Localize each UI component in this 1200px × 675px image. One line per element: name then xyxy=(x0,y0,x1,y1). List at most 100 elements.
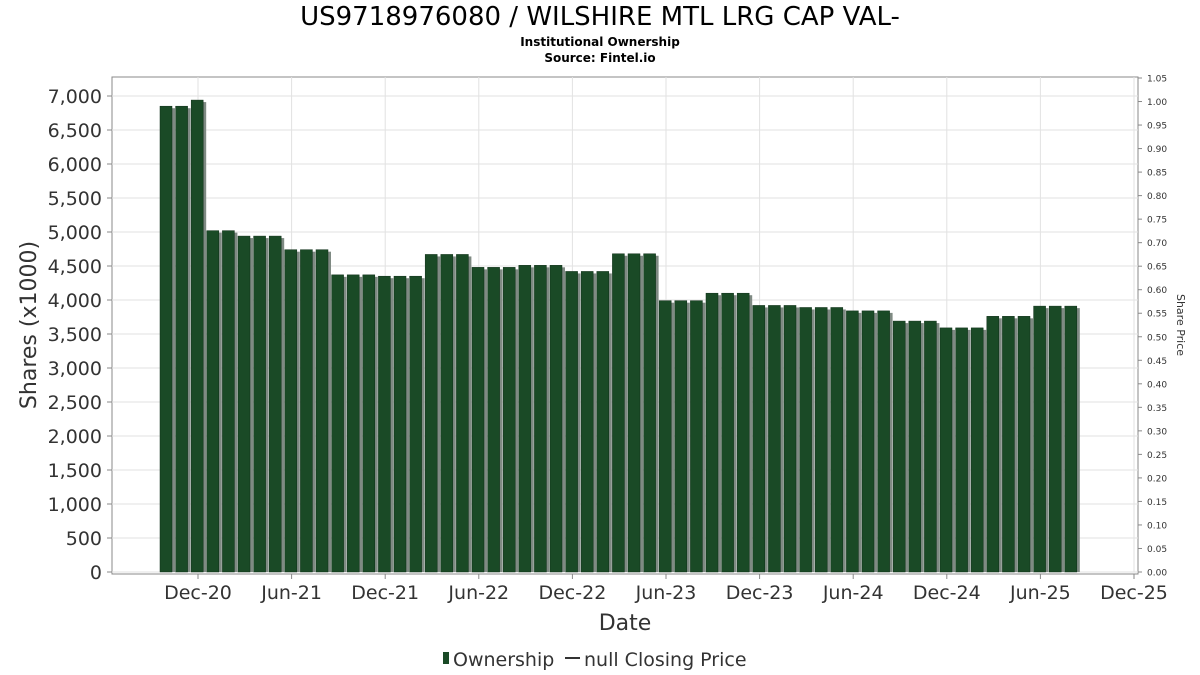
bar-fill xyxy=(799,307,812,573)
bar-fill xyxy=(877,310,890,573)
bar xyxy=(736,292,753,573)
y2-tick-label: 0.50 xyxy=(1147,333,1167,343)
y2-tick-label: 0.30 xyxy=(1147,427,1167,437)
bar xyxy=(721,292,737,573)
bar xyxy=(596,271,612,573)
y2-tick-label: 0.85 xyxy=(1147,169,1167,179)
legend-label-ownership: Ownership xyxy=(453,649,554,671)
bar xyxy=(159,105,175,573)
bar-fill xyxy=(674,300,688,573)
bar-fill xyxy=(861,310,875,573)
y-tick-label: 2,000 xyxy=(48,426,102,448)
bar xyxy=(877,310,893,573)
bar-fill xyxy=(736,292,750,573)
bar-fill xyxy=(643,253,656,573)
bar-fill xyxy=(362,274,376,573)
bar-fill xyxy=(830,307,844,573)
bar-fill xyxy=(331,274,344,573)
legend-swatch-ownership xyxy=(443,652,449,664)
bar-fill xyxy=(393,275,407,573)
bar-fill xyxy=(768,305,781,573)
bar xyxy=(409,275,425,573)
x-tick-label: Jun-21 xyxy=(260,582,322,604)
y-tick-label: 1,000 xyxy=(48,494,102,516)
bar-fill xyxy=(549,265,563,573)
bar xyxy=(565,271,581,573)
chart-subtitle-line-2: Source: Fintel.io xyxy=(544,51,656,65)
bar xyxy=(1064,305,1080,573)
bar-fill xyxy=(1033,305,1046,573)
bar xyxy=(674,300,690,573)
bar-fill xyxy=(892,320,906,573)
legend-label-closing-price: null Closing Price xyxy=(584,649,747,671)
bar xyxy=(206,230,222,573)
x-tick-label: Dec-23 xyxy=(726,582,794,604)
bar xyxy=(1017,316,1033,573)
bar xyxy=(534,265,550,573)
bar xyxy=(222,230,238,573)
y2-tick-label: 0.95 xyxy=(1147,122,1167,132)
y2-tick-label: 0.00 xyxy=(1147,569,1167,579)
axis-labels: 0 500 1,000 1,500 2,000 2,500 3,000 3,500 4,000 4… xyxy=(17,75,1187,637)
bar-fill xyxy=(502,267,516,573)
bar xyxy=(518,265,534,573)
y2-tick-label: 0.25 xyxy=(1147,451,1167,461)
bar-fill xyxy=(814,307,828,573)
bar xyxy=(175,105,191,573)
y2-tick-label: 0.15 xyxy=(1147,498,1167,508)
bar-fill xyxy=(565,271,578,573)
bar xyxy=(424,254,441,573)
bar xyxy=(268,235,285,573)
x-tick-label: Dec-21 xyxy=(351,582,419,604)
bar-fill xyxy=(1064,305,1078,573)
y2-tick-label: 0.75 xyxy=(1147,216,1167,226)
bar-fill xyxy=(456,254,469,573)
bar xyxy=(253,235,269,573)
chart-title: US9718976080 / WILSHIRE MTL LRG CAP VAL- xyxy=(300,2,900,32)
y-tick-label: 4,500 xyxy=(48,256,102,278)
bar-fill xyxy=(206,230,220,573)
bar-fill xyxy=(924,320,937,573)
bar-series-ownership xyxy=(159,99,1080,573)
bar xyxy=(580,271,597,573)
bar-fill xyxy=(1048,305,1062,573)
bar-fill xyxy=(237,235,251,573)
bar xyxy=(393,275,409,573)
y-tick-label: 0 xyxy=(90,562,102,584)
bar xyxy=(1033,305,1049,573)
bar xyxy=(908,320,924,573)
bar xyxy=(612,253,628,573)
bar-fill xyxy=(253,235,266,573)
bar-fill xyxy=(1017,316,1031,573)
bar-fill xyxy=(970,327,984,573)
bar xyxy=(190,99,207,573)
bar xyxy=(892,320,909,573)
bar xyxy=(658,300,675,573)
bar-fill xyxy=(939,327,953,573)
bar-fill xyxy=(284,249,298,573)
y2-tick-label: 1.05 xyxy=(1147,75,1167,85)
y2-tick-label: 0.35 xyxy=(1147,404,1167,414)
y-tick-label: 5,500 xyxy=(48,188,102,210)
bar xyxy=(768,305,784,573)
y-tick-label: 4,000 xyxy=(48,290,102,312)
bar-fill xyxy=(752,305,766,573)
x-tick-label: Dec-22 xyxy=(538,582,606,604)
y2-tick-label: 0.60 xyxy=(1147,286,1167,296)
bar xyxy=(830,307,846,573)
y2-tick-label: 0.45 xyxy=(1147,357,1167,367)
x-tick-label: Dec-25 xyxy=(1100,582,1168,604)
bar xyxy=(861,310,877,573)
y2-tick-label: 1.00 xyxy=(1147,98,1167,108)
bar-fill xyxy=(1002,316,1015,573)
y2-tick-label: 0.70 xyxy=(1147,239,1167,249)
y-tick-label: 7,000 xyxy=(48,86,102,108)
bar-fill xyxy=(846,310,859,573)
bar xyxy=(799,307,815,573)
bar-fill xyxy=(175,105,188,573)
bar-fill xyxy=(783,305,797,573)
legend: Ownership null Closing Price xyxy=(443,649,747,671)
bar-fill xyxy=(627,253,641,573)
x-tick-label: Dec-20 xyxy=(164,582,232,604)
